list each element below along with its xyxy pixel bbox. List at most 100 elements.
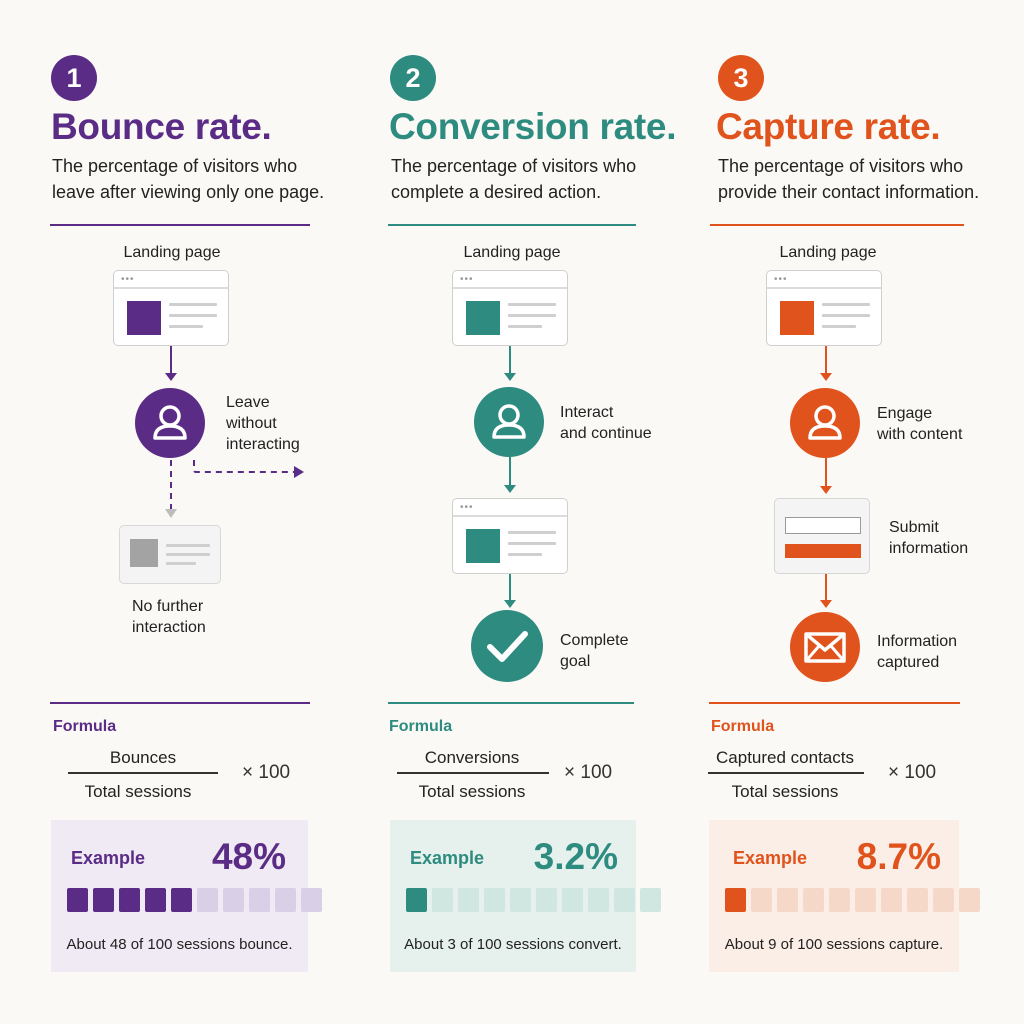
- formula-denominator: Total sessions: [731, 782, 839, 801]
- empty-cell: [855, 888, 876, 912]
- filled-cell: [406, 888, 427, 912]
- divider: [388, 224, 636, 226]
- example-card: Example 3.2% About 3 of 100 sessions con…: [390, 820, 661, 972]
- divider: [709, 702, 960, 704]
- complete-goal-label: Complete goal: [560, 632, 629, 670]
- divider: [710, 224, 964, 226]
- formula-numerator: Conversions: [424, 748, 520, 767]
- filled-cell: [67, 888, 88, 912]
- landing-page-label: Landing page: [123, 244, 221, 261]
- section-description: The percentage of visitors who provide t…: [718, 156, 980, 202]
- empty-cell: [588, 888, 609, 912]
- empty-cell: [562, 888, 583, 912]
- fraction-bar: [68, 772, 218, 774]
- browser-window-icon: •••: [113, 270, 229, 346]
- filled-cell: [93, 888, 114, 912]
- empty-cell: [933, 888, 954, 912]
- leave-step-label: Leave without interacting: [226, 394, 300, 453]
- empty-cell: [249, 888, 270, 912]
- empty-cell: [484, 888, 505, 912]
- empty-cell: [223, 888, 244, 912]
- empty-cell: [777, 888, 798, 912]
- section-title: Capture rate.: [716, 106, 941, 147]
- formula-denominator: Total sessions: [84, 782, 192, 801]
- fraction-bar: [397, 772, 549, 774]
- no-further-interaction-label: No further interaction: [132, 598, 206, 636]
- fraction-bar: [708, 772, 864, 774]
- envelope-icon: [790, 612, 860, 682]
- example-value: 8.7%: [856, 836, 941, 877]
- empty-cell: [536, 888, 557, 912]
- inactive-page-icon: [119, 525, 221, 584]
- example-progress-cells: [67, 888, 322, 912]
- browser-window-icon: •••: [452, 498, 568, 574]
- capture-rate-column: 3 Capture rate. The percentage of visito…: [666, 0, 986, 1024]
- arrow-down-icon: [504, 457, 516, 493]
- empty-cell: [197, 888, 218, 912]
- formula-numerator: Captured contacts: [716, 748, 854, 767]
- example-caption: About 9 of 100 sessions capture.: [724, 936, 944, 953]
- checkmark-icon: [471, 610, 543, 682]
- formula-heading: Formula: [711, 718, 775, 735]
- engage-step-label: Engage with content: [877, 405, 963, 443]
- example-progress-cells: [725, 888, 980, 912]
- section-description: The percentage of visitors who leave aft…: [52, 156, 325, 202]
- user-icon: [474, 387, 544, 457]
- browser-window-icon: •••: [766, 270, 882, 346]
- landing-page-label: Landing page: [779, 244, 877, 261]
- information-captured-label: Information captured: [877, 633, 958, 671]
- formula-heading: Formula: [53, 718, 117, 735]
- step-number-badge: 3: [718, 55, 764, 101]
- filled-cell: [725, 888, 746, 912]
- example-progress-cells: [406, 888, 661, 912]
- browser-window-icon: •••: [452, 270, 568, 346]
- arrow-down-icon: [820, 458, 832, 494]
- empty-cell: [881, 888, 902, 912]
- formula-multiplier: × 100: [888, 762, 937, 783]
- empty-cell: [432, 888, 453, 912]
- dashed-arrow-down-icon: [165, 460, 177, 518]
- arrow-down-icon: [165, 346, 177, 381]
- example-caption: About 3 of 100 sessions convert.: [404, 936, 622, 953]
- example-value: 48%: [211, 836, 286, 877]
- user-icon: [790, 388, 860, 458]
- step-number-badge: 2: [390, 55, 436, 101]
- divider: [388, 702, 634, 704]
- filled-cell: [145, 888, 166, 912]
- empty-cell: [751, 888, 772, 912]
- formula-multiplier: × 100: [564, 762, 613, 783]
- example-card: Example 8.7% About 9 of 100 sessions cap…: [709, 820, 980, 972]
- section-description: The percentage of visitors who complete …: [391, 156, 637, 202]
- formula-numerator: Bounces: [109, 748, 177, 767]
- empty-cell: [275, 888, 296, 912]
- example-card: Example 48% About 48 of 100 sessions bou…: [51, 820, 322, 972]
- arrow-down-icon: [820, 346, 832, 381]
- section-title: Bounce rate.: [51, 106, 272, 147]
- divider: [50, 224, 310, 226]
- arrow-down-icon: [820, 574, 832, 608]
- empty-cell: [803, 888, 824, 912]
- dashed-exit-arrow-icon: [193, 460, 304, 478]
- formula-denominator: Total sessions: [418, 782, 526, 801]
- user-icon: [135, 388, 205, 458]
- empty-cell: [640, 888, 661, 912]
- empty-cell: [614, 888, 635, 912]
- example-label: Example: [410, 848, 485, 868]
- example-label: Example: [71, 848, 146, 868]
- interact-step-label: Interact and continue: [560, 404, 652, 442]
- section-title: Conversion rate.: [389, 106, 677, 147]
- landing-page-label: Landing page: [463, 244, 561, 261]
- empty-cell: [510, 888, 531, 912]
- formula-multiplier: × 100: [242, 762, 291, 783]
- empty-cell: [301, 888, 322, 912]
- empty-cell: [829, 888, 850, 912]
- submit-information-label: Submit information: [889, 519, 969, 557]
- empty-cell: [458, 888, 479, 912]
- conversion-rate-column: 2 Conversion rate. The percentage of vis…: [338, 0, 676, 1024]
- arrow-down-icon: [504, 346, 516, 381]
- divider: [50, 702, 310, 704]
- filled-cell: [171, 888, 192, 912]
- filled-cell: [119, 888, 140, 912]
- empty-cell: [907, 888, 928, 912]
- form-icon: [774, 498, 870, 574]
